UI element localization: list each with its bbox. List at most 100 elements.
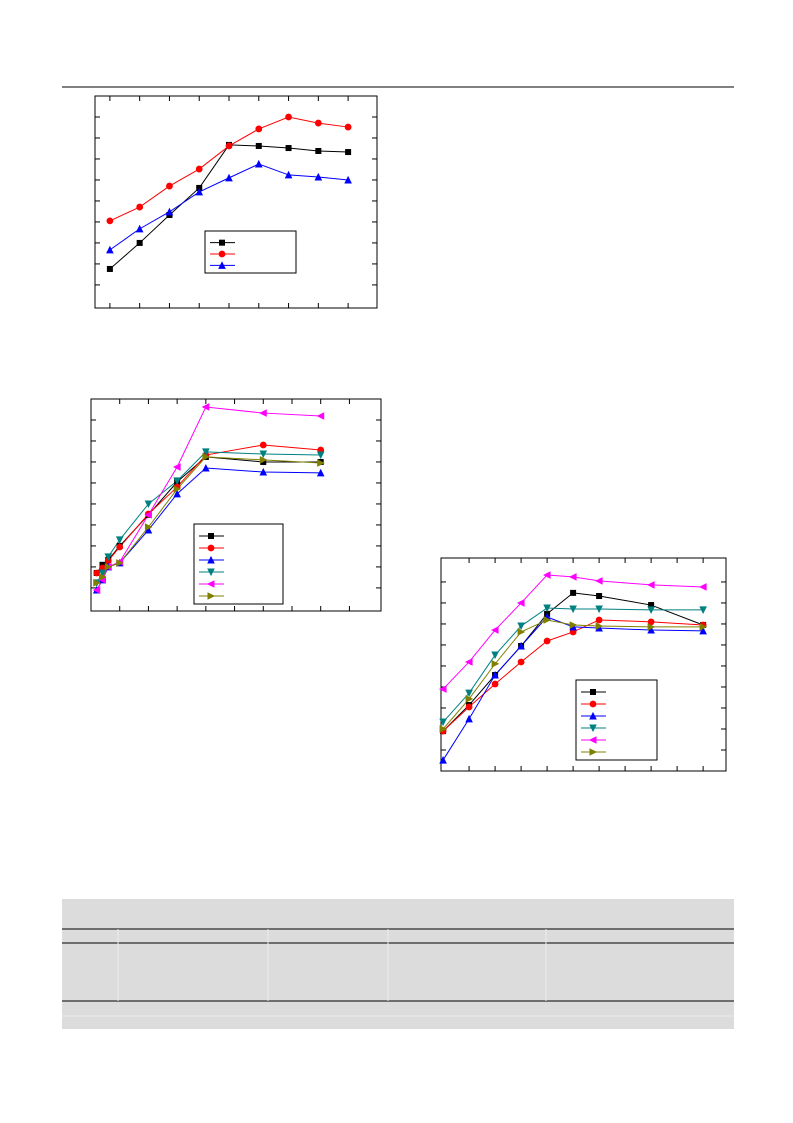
marker	[595, 605, 603, 614]
marker	[594, 577, 603, 585]
marker	[344, 123, 352, 131]
marker	[202, 463, 210, 472]
marker	[104, 553, 113, 561]
marker	[195, 187, 204, 196]
marker	[438, 685, 447, 693]
legend	[575, 679, 658, 761]
marker	[173, 485, 182, 493]
marker	[464, 658, 473, 666]
marker	[569, 605, 577, 614]
marker	[595, 616, 603, 624]
marker	[517, 622, 525, 631]
marker	[195, 165, 203, 173]
marker	[225, 173, 233, 182]
marker	[491, 660, 500, 668]
marker	[516, 599, 525, 607]
marker	[517, 658, 525, 666]
marker	[255, 142, 262, 149]
marker	[225, 142, 233, 150]
legend-marker	[206, 580, 215, 588]
legend-marker	[208, 533, 214, 539]
marker	[596, 593, 603, 600]
marker	[173, 477, 181, 485]
marker	[439, 725, 448, 733]
marker	[166, 182, 173, 190]
marker	[136, 203, 144, 211]
marker	[93, 569, 101, 577]
legend-marker	[207, 592, 216, 600]
marker	[259, 456, 268, 464]
legend	[204, 230, 297, 274]
legend-marker	[589, 711, 597, 720]
legend-marker	[589, 700, 597, 708]
chart	[438, 557, 727, 772]
marker	[316, 412, 325, 420]
marker	[517, 641, 525, 650]
legend-marker	[218, 261, 226, 269]
table-background	[62, 899, 734, 1029]
marker	[285, 145, 292, 152]
series-line	[442, 616, 704, 761]
marker	[491, 670, 499, 679]
marker	[317, 459, 325, 467]
marker	[542, 571, 551, 579]
marker	[647, 606, 655, 615]
marker	[568, 573, 577, 581]
marker	[144, 511, 152, 519]
marker	[106, 245, 114, 254]
marker	[646, 581, 655, 589]
marker	[315, 147, 322, 154]
marker	[106, 217, 114, 225]
marker	[698, 583, 707, 591]
marker	[284, 170, 293, 179]
legend-marker	[207, 555, 215, 564]
chart	[90, 398, 382, 612]
marker	[316, 451, 325, 460]
marker	[647, 623, 656, 631]
legend-marker	[588, 736, 597, 744]
table	[62, 899, 734, 1029]
marker	[316, 468, 325, 477]
marker	[285, 113, 292, 121]
marker	[116, 559, 124, 567]
marker	[570, 589, 577, 596]
marker	[173, 489, 181, 498]
marker	[345, 149, 352, 156]
marker	[543, 616, 552, 624]
marker	[259, 467, 268, 476]
marker	[201, 403, 210, 411]
marker	[465, 689, 473, 698]
legend-marker	[207, 544, 215, 552]
marker	[136, 239, 143, 246]
marker	[106, 265, 113, 272]
marker	[699, 606, 707, 615]
marker	[259, 441, 267, 449]
marker	[98, 569, 107, 578]
legend-marker	[219, 239, 225, 246]
series-line	[442, 592, 704, 732]
legend-marker	[207, 568, 215, 577]
series-line	[442, 619, 704, 732]
legend-frame	[575, 679, 658, 761]
marker	[144, 523, 153, 531]
marker	[144, 525, 153, 534]
marker	[259, 409, 267, 417]
marker	[595, 622, 604, 630]
marker	[173, 463, 181, 471]
marker	[543, 637, 551, 645]
marker	[202, 453, 210, 461]
marker	[92, 586, 101, 594]
marker	[314, 172, 323, 181]
marker	[465, 703, 473, 711]
legend-marker	[589, 724, 597, 733]
plot-frame	[440, 557, 727, 772]
marker	[144, 500, 153, 509]
marker	[165, 207, 174, 216]
marker	[490, 626, 499, 634]
marker	[491, 651, 499, 660]
marker	[104, 563, 113, 571]
marker	[439, 755, 447, 764]
marker	[135, 224, 144, 233]
